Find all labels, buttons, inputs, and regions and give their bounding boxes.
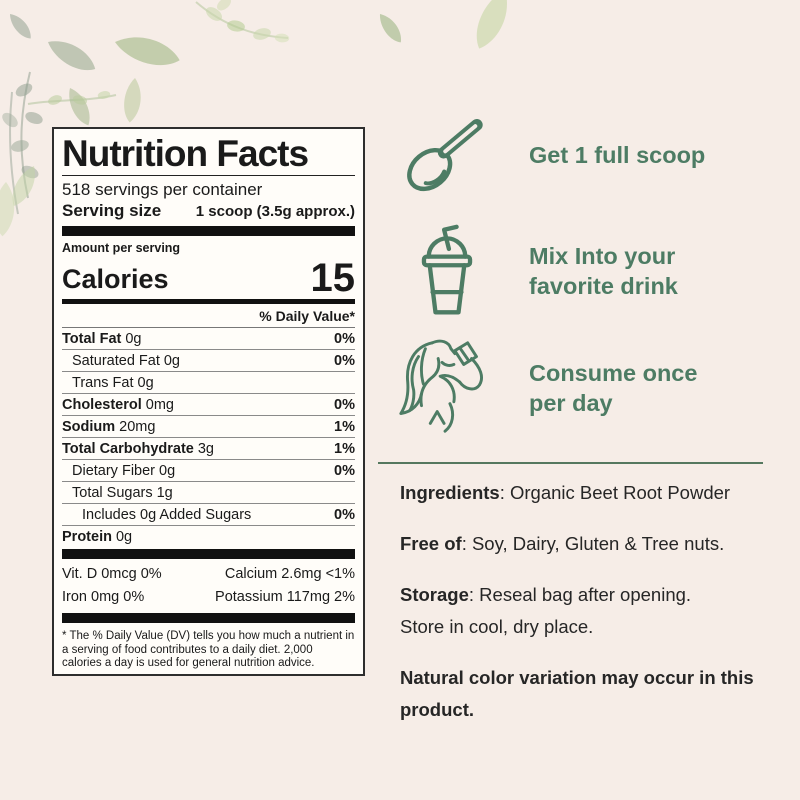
step-get-scoop: Get 1 full scoop: [393, 100, 778, 210]
ingredients-line: Ingredients: Organic Beet Root Powder: [400, 482, 731, 503]
serving-size-label: Serving size: [62, 201, 162, 220]
cup-icon: [393, 221, 501, 321]
amount-per-serving: Amount per serving: [62, 241, 181, 255]
nutrient-row-added-sugars: Includes 0g Added Sugars 0%: [62, 504, 355, 526]
product-info-section: Ingredients: Organic Beet Root Powder Fr…: [400, 477, 778, 745]
free-of-line: Free of: Soy, Dairy, Gluten & Tree nuts.: [400, 533, 725, 554]
nutrient-row-total-sugars: Total Sugars 1g: [62, 482, 355, 504]
nutrient-row-total-fat: Total Fat 0g 0%: [62, 328, 355, 350]
nutrient-row-cholesterol: Cholesterol 0mg 0%: [62, 394, 355, 416]
daily-value-footnote: * The % Daily Value (DV) tells you how m…: [62, 630, 355, 669]
leaf-single-left: [374, 10, 407, 46]
daily-value-header: % Daily Value*: [62, 306, 355, 328]
serving-size-value: 1 scoop (3.5g approx.): [195, 203, 355, 220]
color-variation-note: Natural color variation may occur in thi…: [400, 667, 754, 720]
separator-bar: [62, 226, 355, 236]
leaf-sprig-top-center: [195, 0, 290, 44]
scoop-icon: [393, 103, 501, 208]
micronutrient-row-2: Iron 0mg 0% Potassium 117mg 2%: [62, 589, 355, 605]
leaf-single-right: [469, 0, 515, 54]
title-rule: [62, 175, 355, 176]
nutrient-row-saturated-fat: Saturated Fat 0g 0%: [62, 350, 355, 372]
separator-bar: [62, 299, 355, 304]
step-text: Consume once per day: [529, 360, 698, 416]
nutrient-row-protein: Protein 0g: [62, 528, 133, 545]
nutrient-row-trans-fat: Trans Fat 0g: [62, 372, 355, 394]
calories-label: Calories: [62, 264, 169, 294]
nutrition-facts-title: Nutrition Facts: [62, 133, 309, 174]
storage-line: Storage: Reseal bag after opening. Store…: [400, 584, 692, 637]
nutrition-facts-label: Nutrition Facts 518 servings per contain…: [52, 127, 365, 676]
nutrient-row-dietary-fiber: Dietary Fiber 0g 0%: [62, 460, 355, 482]
calories-value: 15: [310, 256, 356, 300]
separator-bar: [62, 613, 355, 623]
step-mix-drink: Mix Into your favorite drink: [393, 217, 778, 325]
step-consume: Consume once per day: [393, 330, 778, 446]
section-divider: [378, 462, 763, 464]
micronutrient-row-1: Vit. D 0mcg 0% Calcium 2.6mg <1%: [62, 566, 355, 582]
serving-size-row: Serving size 1 scoop (3.5g approx.): [62, 201, 355, 221]
step-text: Get 1 full scoop: [529, 142, 706, 168]
servings-per-container: 518 servings per container: [62, 180, 263, 199]
nutrient-row-sodium: Sodium 20mg 1%: [62, 416, 355, 438]
person-drinking-icon: [393, 332, 501, 444]
separator-bar: [62, 549, 355, 559]
nutrient-row-total-carbohydrate: Total Carbohydrate 3g 1%: [62, 438, 355, 460]
step-text: Mix Into your favorite drink: [529, 243, 678, 299]
calories-row: Calories 15: [62, 256, 356, 300]
